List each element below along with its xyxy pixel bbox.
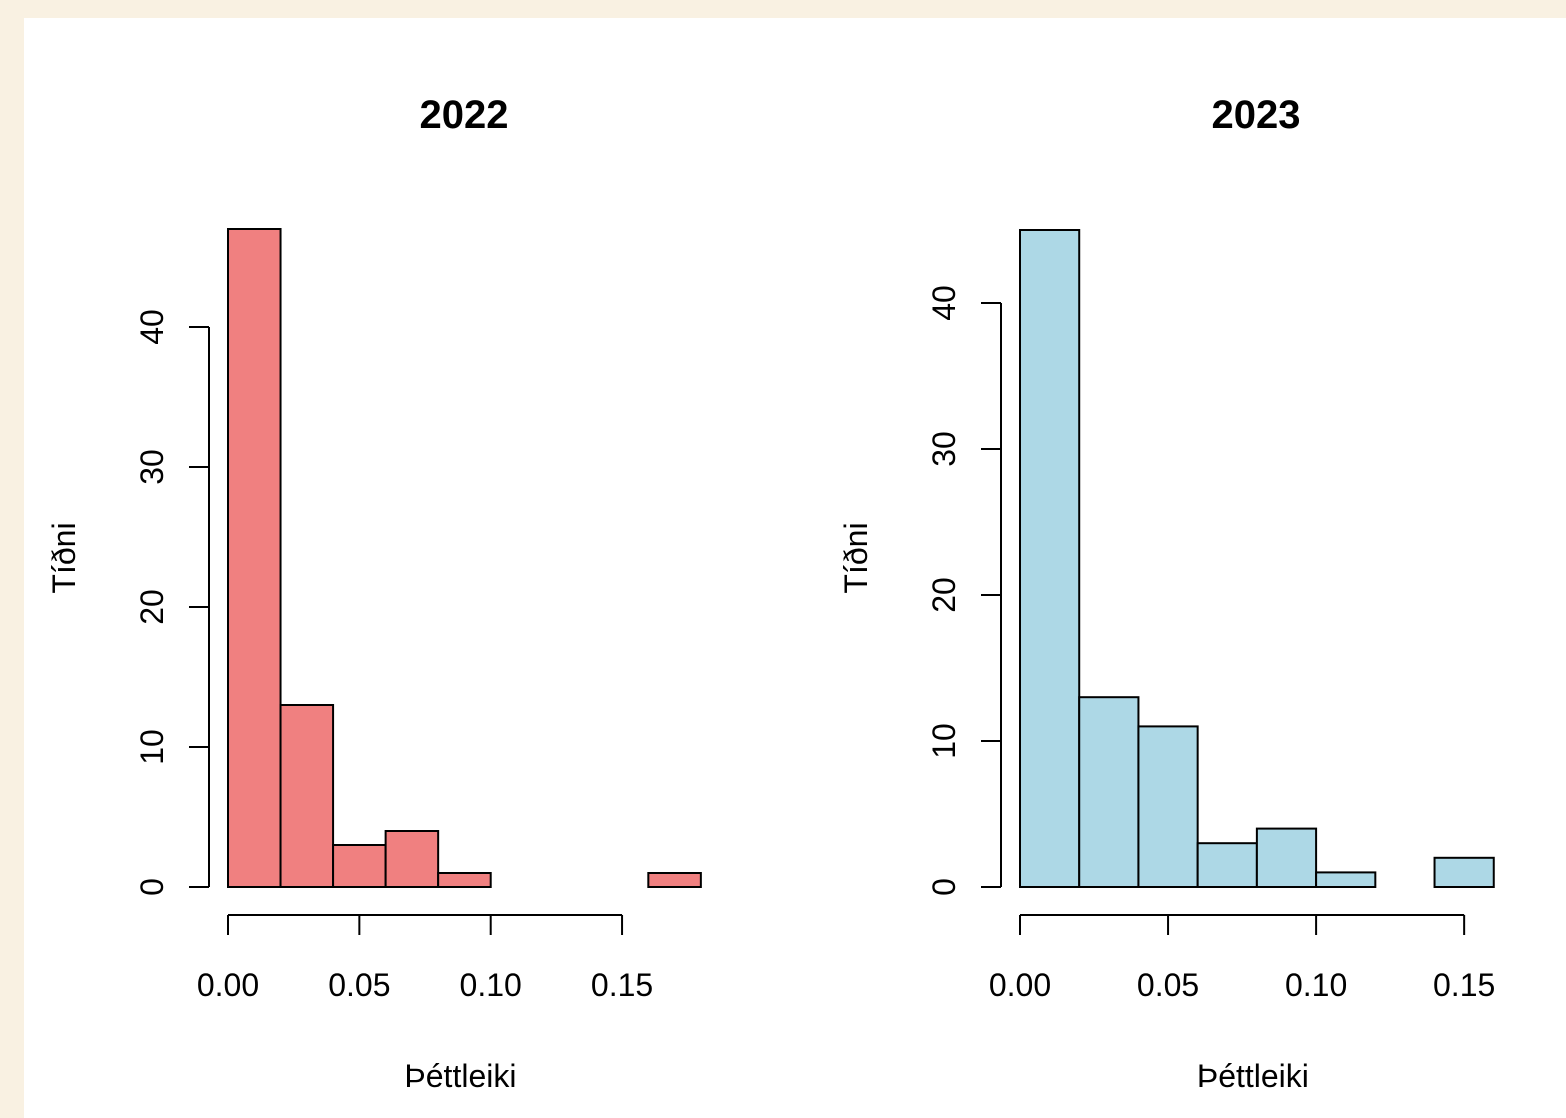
histogram-figure: 2022 0 10 20 30 40 0.00 0.05 0.10 0.15 Þéttleiki Tí… [46,93,1495,1094]
panel-2022-bar-0 [227,228,282,888]
panel-2022-x-tick-label-0: 0.00 [197,967,259,1003]
panel-2022-x-tick-label-1: 0.05 [328,967,390,1003]
panel-2023-x-axis-title: Þéttleiki [1197,1058,1309,1094]
panel-2023-bar-1 [1078,696,1140,889]
panel-2023-bar-7 [1433,856,1495,888]
panel-2023-x-tick-label-0: 0.00 [989,967,1051,1003]
panel-2022-title: 2022 [420,93,509,137]
panel-2022-y-tick-label-1: 10 [134,729,170,765]
panel-2023-bar-5 [1315,871,1377,889]
panel-2022-bar-8 [647,872,702,888]
panel-2023-y-tick-label-4: 40 [926,285,962,321]
panel-2023-bar-2 [1137,725,1199,889]
panel-2023-x-tick-label-1: 0.05 [1137,967,1199,1003]
panel-2023-bar-0 [1019,229,1081,888]
panel-2023-x-tick-label-3: 0.15 [1433,967,1495,1003]
panel-2022-y-tick-label-3: 30 [134,449,170,485]
panel-2023-y-tick-label-0: 0 [926,878,962,896]
panel-2023-x-tick-label-2: 0.10 [1285,967,1347,1003]
panel-2022-x-tick-label-2: 0.10 [460,967,522,1003]
panel-2022-bar-2 [332,844,387,888]
panel-2023-y-tick-label-3: 30 [926,431,962,467]
panel-2022-x-axis-title: Þéttleiki [404,1058,516,1094]
panel-2022-y-tick-label-0: 0 [134,878,170,896]
panel-2023-title: 2023 [1212,93,1301,137]
panel-2022-bar-4 [437,872,492,888]
figure-frame: 2022 0 10 20 30 40 0.00 0.05 0.10 0.15 Þéttleiki Tí… [24,18,1566,1118]
panel-2023-bar-3 [1196,842,1258,889]
panel-2023-y-axis-title: Tíðni [838,522,874,593]
panel-2022-y-tick-label-2: 20 [134,589,170,625]
panel-2022-bar-1 [279,704,335,888]
panel-2022-bar-3 [384,830,440,888]
panel-2022-y-tick-label-4: 40 [134,309,170,345]
panel-2023-y-tick-label-1: 10 [926,723,962,759]
panel-2023-y-tick-label-2: 20 [926,577,962,613]
panel-2022-y-axis-title: Tíðni [46,522,82,593]
panel-2022-x-tick-label-3: 0.15 [591,967,653,1003]
panel-2023-bar-4 [1255,827,1318,888]
